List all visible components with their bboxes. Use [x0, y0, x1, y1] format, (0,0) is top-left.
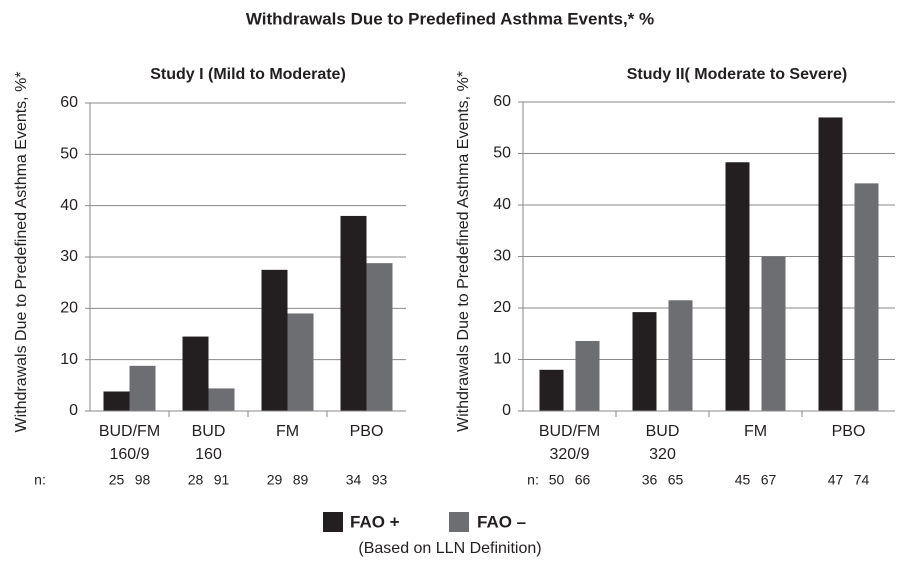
bar — [632, 312, 657, 411]
x-tick-label: FM — [744, 423, 767, 440]
x-tick-label: BUD/FM 160/9 — [99, 423, 160, 463]
n-value: 65 — [668, 472, 684, 488]
subplot-title: Study II( Moderate to Severe) — [627, 66, 848, 83]
y-tick-label: 40 — [60, 197, 78, 214]
subplot-title: Study I (Mild to Moderate) — [150, 66, 346, 83]
bar — [668, 300, 693, 411]
x-tick-label: PBO — [832, 423, 866, 440]
n-label: n: — [34, 472, 46, 488]
y-tick-label: 0 — [502, 402, 511, 419]
n-value: 93 — [372, 472, 388, 488]
legend-label: FAO + — [350, 512, 400, 531]
bar — [182, 336, 209, 411]
bar — [129, 365, 156, 411]
n-value: 89 — [293, 472, 309, 488]
bar — [366, 263, 393, 411]
y-axis-label: Withdrawals Due to Predefined Asthma Eve… — [455, 71, 472, 432]
legend-swatch — [323, 512, 343, 532]
bar — [261, 269, 288, 411]
x-tick-label: PBO — [350, 423, 384, 440]
y-axis-label: Withdrawals Due to Predefined Asthma Eve… — [13, 71, 30, 432]
n-value: 67 — [761, 472, 777, 488]
y-tick-label: 40 — [493, 196, 511, 213]
y-tick-label: 30 — [60, 248, 78, 265]
bar — [818, 117, 843, 411]
y-tick-label: 30 — [493, 248, 511, 265]
y-tick-label: 60 — [493, 93, 511, 110]
y-tick-label: 0 — [69, 402, 78, 419]
y-tick-label: 20 — [60, 300, 78, 317]
legend-label: FAO – — [477, 512, 526, 531]
n-value: 50 — [549, 472, 565, 488]
bar — [103, 391, 130, 411]
n-value: 47 — [828, 472, 844, 488]
y-tick-label: 10 — [60, 351, 78, 368]
y-tick-label: 60 — [60, 94, 78, 111]
bar — [854, 183, 879, 411]
n-value: 28 — [188, 472, 204, 488]
n-value: 45 — [735, 472, 751, 488]
y-tick-label: 10 — [493, 351, 511, 368]
n-value: 98 — [135, 472, 151, 488]
x-tick-label: BUD 160 — [192, 423, 226, 463]
bar — [340, 215, 367, 411]
figure-title: Withdrawals Due to Predefined Asthma Eve… — [246, 9, 654, 28]
y-tick-label: 20 — [493, 299, 511, 316]
n-value: 74 — [854, 472, 870, 488]
y-tick-label: 50 — [493, 145, 511, 162]
bar — [575, 340, 600, 411]
bar — [725, 162, 750, 411]
bar — [539, 369, 564, 411]
x-tick-label: BUD 320 — [646, 423, 680, 463]
bar — [208, 388, 235, 411]
n-label: n: — [527, 472, 539, 488]
x-tick-label: FM — [276, 423, 299, 440]
n-value: 91 — [214, 472, 230, 488]
bar — [761, 256, 786, 411]
n-value: 25 — [109, 472, 125, 488]
bar — [287, 313, 314, 411]
n-value: 29 — [267, 472, 283, 488]
n-value: 66 — [575, 472, 591, 488]
n-value: 36 — [642, 472, 658, 488]
legend-swatch — [449, 512, 469, 532]
n-value: 34 — [346, 472, 362, 488]
x-tick-label: BUD/FM 320/9 — [539, 423, 600, 463]
y-tick-label: 50 — [60, 146, 78, 163]
legend-note: (Based on LLN Definition) — [358, 540, 541, 557]
